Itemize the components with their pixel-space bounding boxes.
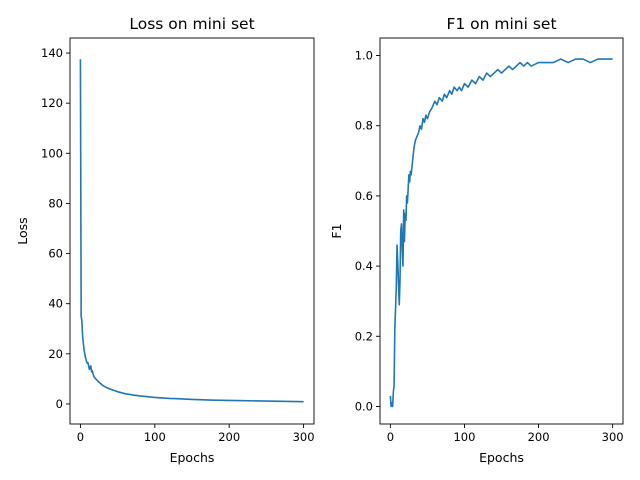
axes-frame [379, 37, 624, 425]
chart-title: Loss on mini set [129, 15, 254, 33]
x-axis-label: Epochs [479, 450, 524, 465]
x-tick-label: 0 [387, 430, 394, 444]
y-tick-label: 0.8 [355, 119, 373, 133]
axes-frame [69, 37, 315, 425]
x-tick-label: 0 [77, 430, 84, 444]
x-tick-label: 300 [293, 430, 315, 444]
y-tick-label: 0 [56, 397, 63, 411]
x-tick-label: 200 [528, 430, 550, 444]
y-tick-label: 20 [48, 347, 63, 361]
y-axis-label: Loss [15, 217, 30, 244]
y-axis-label: F1 [329, 223, 344, 238]
x-axis-label: Epochs [170, 450, 215, 465]
x-tick-label: 300 [602, 430, 624, 444]
y-tick-label: 0.0 [355, 399, 373, 413]
y-tick-label: 0.2 [355, 329, 373, 343]
x-tick-label: 200 [218, 430, 240, 444]
y-tick-label: 0.4 [355, 259, 373, 273]
x-tick-label: 100 [144, 430, 166, 444]
y-tick-label: 1.0 [355, 49, 373, 63]
y-tick-label: 40 [48, 297, 63, 311]
chart-title: F1 on mini set [446, 15, 556, 33]
series-line [389, 58, 613, 408]
y-tick-label: 60 [48, 247, 63, 261]
x-tick-label: 100 [453, 430, 475, 444]
y-tick-label: 80 [48, 196, 63, 210]
y-tick-label: 140 [41, 46, 63, 60]
chart-panel-1: 0 100 200 300 0 20 40 60 80 100 120 140 Loss on mini… [15, 15, 315, 465]
y-tick-label: 120 [41, 96, 63, 110]
y-tick-label: 0.6 [355, 189, 373, 203]
chart-panel-2: 0 100 200 300 0.0 0.2 0.4 0.6 0.8 1.0 F1 on mini s… [329, 15, 624, 465]
series-line [79, 59, 304, 403]
y-tick-label: 100 [41, 146, 63, 160]
